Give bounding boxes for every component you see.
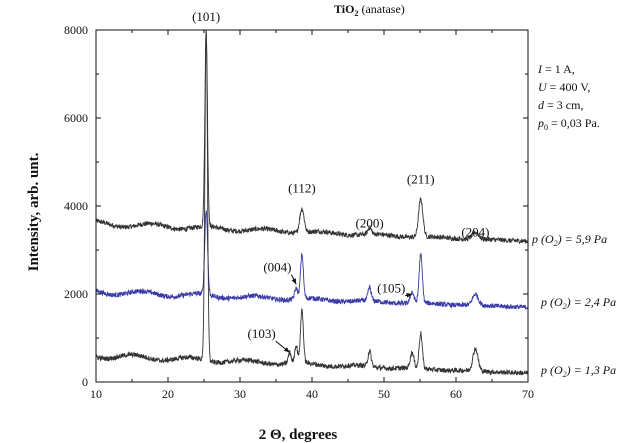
- parameters-block: I = 1 A, U = 400 V, d = 3 cm, p0 = 0,03 Pa.: [537, 62, 600, 132]
- annotation-arrowhead: [291, 278, 297, 285]
- parameter-line: I = 1 A,: [537, 62, 575, 76]
- chart-title: TiO2 (anatase): [334, 2, 405, 18]
- plot-frame: [95, 29, 529, 383]
- series-label: p (O2) = 1,3 Pa: [540, 363, 616, 379]
- series-line: [95, 32, 529, 244]
- peak-label: (004): [263, 260, 291, 275]
- x-tick-label: 70: [522, 387, 534, 401]
- x-tick-label: 10: [90, 387, 102, 401]
- parameter-line: d = 3 cm,: [538, 98, 583, 112]
- y-tick-label: 6000: [64, 111, 88, 125]
- peak-annotations: (101) (112) (200) (211) (204) (004) (105) (103): [192, 9, 490, 353]
- x-tick-label: 20: [162, 387, 174, 401]
- x-tick-label: 30: [234, 387, 246, 401]
- peak-label: (211): [407, 172, 435, 187]
- series-label: p (O2) = 2,4 Pa: [540, 295, 616, 311]
- parameter-line: U = 400 V,: [538, 80, 590, 94]
- series-line: [95, 210, 529, 310]
- annotation-arrowhead: [283, 347, 290, 353]
- peak-label: (101): [192, 9, 220, 24]
- x-tick-label: 50: [378, 387, 390, 401]
- peak-label: (112): [288, 180, 316, 195]
- y-tick-label: 8000: [64, 23, 88, 37]
- axes: 10 20 30 40 50 60 70 0 2000 4000 6000 8000: [64, 23, 534, 401]
- x-axis-title: 2 Θ, degrees: [259, 427, 338, 443]
- annotation-arrowhead: [406, 293, 413, 298]
- y-tick-label: 0: [82, 375, 88, 389]
- parameter-line: p0 = 0,03 Pa.: [537, 116, 600, 132]
- series-line: [95, 30, 529, 376]
- y-tick-label: 2000: [64, 287, 88, 301]
- peak-label: (204): [461, 224, 489, 239]
- y-axis-title: Intensity, arb. unt.: [26, 152, 42, 271]
- plot-area: [95, 30, 529, 376]
- x-tick-label: 60: [450, 387, 462, 401]
- peak-label: (105): [377, 281, 405, 296]
- series-labels: p (O2) = 5,9 Pa p (O2) = 2,4 Pa p (O2) = 1…: [531, 232, 616, 379]
- peak-label: (103): [248, 326, 276, 341]
- series-label: p (O2) = 5,9 Pa: [531, 232, 607, 248]
- y-tick-label: 4000: [64, 199, 88, 213]
- x-tick-label: 40: [306, 387, 318, 401]
- peak-label: (200): [356, 216, 384, 231]
